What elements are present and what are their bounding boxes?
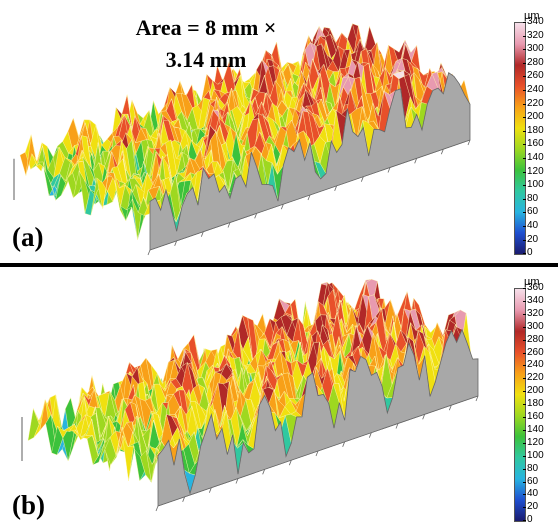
area-line-1: Area = 8 mm × — [135, 15, 277, 40]
colorbar-tick-label: 140 — [523, 152, 544, 163]
axis-tick — [475, 395, 479, 402]
panel-label-b: (b) — [12, 490, 45, 520]
colorbar-tick-label: 80 — [522, 462, 539, 474]
axis-tick — [422, 414, 426, 420]
colorbar-tick-label: 40 — [522, 488, 539, 500]
colorbar-tick-label: 320 — [523, 307, 544, 319]
colorbar-tick-label: 300 — [523, 43, 544, 55]
axis-tick — [387, 167, 391, 173]
colorbar-tick-label: 220 — [523, 372, 544, 384]
colorbar-tick-label: 140 — [523, 423, 544, 435]
surface-mesh — [19, 23, 471, 240]
axis-tick — [414, 158, 418, 164]
colorbar-tick-label: 180 — [523, 124, 544, 136]
panel-label-a: (a) — [12, 222, 44, 252]
colorbar-tick-label: 60 — [522, 475, 539, 487]
axis-tick — [262, 469, 266, 475]
colorbar-tick-label: 220 — [523, 97, 544, 109]
colorbar-tick-label: 340 — [523, 16, 544, 27]
colorbar-tick-label: 260 — [523, 346, 544, 358]
axis-tick — [174, 240, 178, 246]
colorbar-tick-label: 320 — [523, 29, 544, 41]
colorbar-tick-label: 0 — [523, 514, 533, 526]
surface-plot-b — [21, 279, 479, 512]
axis-tick — [280, 204, 284, 210]
colorbar-b: µm 360 340 320 300 280 260 240 220 200 180 160 140 1… — [514, 276, 558, 528]
axis-tick — [200, 231, 204, 237]
colorbar-tick-label: 60 — [522, 206, 539, 218]
axis-tick — [395, 423, 399, 429]
area-annotation: Area = 8 mm × 3.14 mm — [96, 12, 316, 76]
colorbar-tick-label: 120 — [523, 165, 544, 177]
colorbar-tick-label: 100 — [523, 179, 544, 191]
axis-tick — [182, 496, 186, 502]
axis-tick — [155, 505, 159, 512]
colorbar-tick-label: 180 — [523, 398, 544, 410]
axis-tick — [360, 176, 364, 182]
axis-tick — [235, 478, 239, 484]
surface-plot-a — [13, 23, 471, 256]
colorbar-gradient — [514, 288, 526, 523]
colorbar-gradient — [514, 22, 526, 256]
axis-tick — [467, 139, 471, 146]
colorbar-tick-label: 280 — [523, 56, 544, 68]
axis-tick — [342, 441, 346, 447]
colorbar-unit-a: µm — [524, 10, 540, 22]
colorbar-tick-label: 260 — [523, 70, 544, 82]
axis-tick — [254, 213, 258, 219]
colorbar-tick-label: 300 — [523, 320, 544, 332]
colorbar-tick-label: 240 — [523, 84, 544, 95]
surface-mesh — [27, 279, 479, 495]
panel-separator — [0, 263, 558, 267]
colorbar-tick-label: 20 — [522, 501, 539, 513]
colorbar-unit-b: µm — [524, 276, 540, 288]
axis-tick — [448, 405, 452, 411]
area-line-2: 3.14 mm — [165, 47, 247, 72]
colorbar-tick-label: 40 — [522, 220, 539, 231]
axis-tick — [147, 249, 151, 256]
colorbar-tick-label: 160 — [523, 138, 544, 150]
colorbar-tick-label: 360 — [523, 282, 544, 293]
axis-tick — [440, 149, 444, 155]
colorbar-tick-label: 20 — [522, 233, 539, 245]
axis-tick — [227, 222, 231, 228]
surface-front-profile — [157, 328, 479, 507]
axis-tick — [315, 450, 319, 457]
colorbar-tick-label: 100 — [523, 449, 544, 461]
panel-b: (b) µm 360 340 320 300 280 260 240 220 200 180 160… — [0, 268, 558, 529]
axis-tick — [208, 487, 212, 493]
colorbar-a: µm 340 320 300 280 260 240 220 200 180 160 140 120 1… — [514, 10, 558, 260]
colorbar-tick-label: 120 — [523, 436, 544, 448]
panel-a: Area = 8 mm × 3.14 mm (a) µm 340 320 300 28… — [0, 0, 558, 262]
colorbar-tick-label: 160 — [523, 411, 544, 422]
colorbar-tick-label: 200 — [523, 111, 544, 123]
colorbar-tick-label: 280 — [523, 333, 544, 345]
axis-tick — [368, 432, 372, 438]
colorbar-tick-label: 240 — [523, 359, 544, 371]
colorbar-tick-label: 340 — [523, 294, 544, 306]
colorbar-tick-label: 80 — [522, 192, 539, 204]
surface-front-profile — [149, 71, 471, 251]
colorbar-tick-label: 200 — [523, 385, 544, 397]
colorbar-tick-label: 0 — [523, 247, 533, 259]
axis-tick — [307, 194, 311, 201]
axis-tick — [334, 185, 338, 191]
axis-tick — [288, 460, 292, 466]
